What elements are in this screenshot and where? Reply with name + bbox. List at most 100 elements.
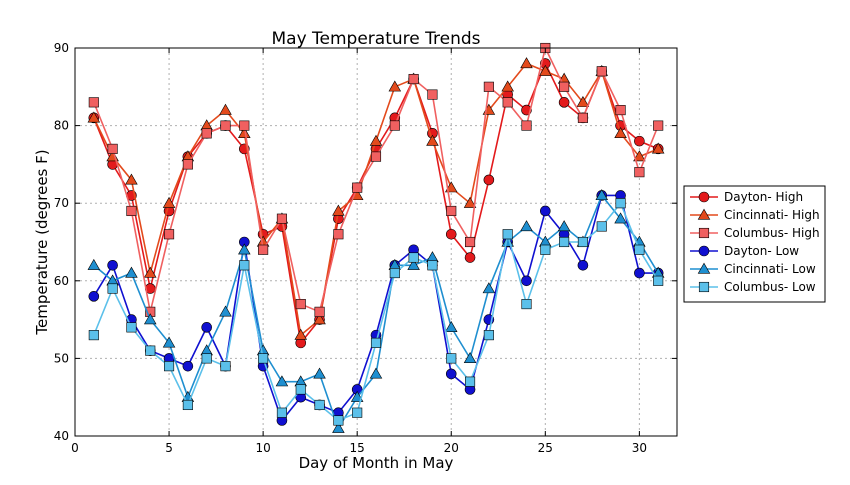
legend-marker-cincinnati-low [697,262,711,274]
legend-item-dayton-low: Dayton- Low [690,244,799,258]
data-point-cincinnati-low [595,189,609,201]
data-point-columbus-high [201,128,212,139]
data-point-dayton-low [540,205,551,217]
axis-ticks: 0 5 10 15 20 25 30 40 50 60 70 80 90 [54,41,677,455]
data-point-cincinnati-low [444,321,458,332]
data-point-columbus-low [370,337,382,348]
data-point-columbus-low [465,376,476,387]
data-point-columbus-low [408,252,419,263]
data-point-cincinnati-low [614,212,627,224]
data-point-columbus-low [333,415,344,426]
data-point-columbus-high [653,120,664,131]
data-point-columbus-high [295,299,306,310]
data-point-columbus-low [145,345,156,356]
y-axis-title: Temperature (degrees F) [33,149,51,335]
data-point-dayton-low [107,259,118,271]
data-point-cincinnati-high [539,64,552,76]
data-point-columbus-low [615,198,626,209]
data-point-columbus-high [314,306,325,317]
data-point-columbus-low [314,399,325,411]
legend-marker-columbus-high [698,227,710,239]
y-tick-label: 70 [54,196,69,210]
data-point-columbus-high [559,81,570,92]
data-point-cincinnati-low [332,421,345,433]
data-point-columbus-low [276,407,287,418]
data-point-columbus-high [389,120,400,131]
data-point-columbus-low [446,353,457,364]
legend-marker-dayton-high [698,191,710,203]
data-point-cincinnati-high [219,103,232,115]
data-point-columbus-low [295,384,306,395]
data-point-columbus-low [540,244,551,255]
data-point-columbus-low [521,299,532,310]
legend-label-dayton-low: Dayton- Low [724,244,799,258]
x-tick-label: 25 [538,441,553,455]
data-point-dayton-low [521,275,532,287]
data-point-cincinnati-low [125,266,138,278]
data-point-columbus-low [559,236,570,248]
data-point-cincinnati-high [332,204,345,216]
data-point-columbus-high [333,229,344,240]
data-point-cincinnati-high [143,266,157,278]
data-point-columbus-low [239,260,250,271]
data-point-cincinnati-low [219,305,232,317]
data-point-columbus-low [164,361,175,372]
data-point-cincinnati-high [369,134,383,146]
data-point-columbus-high [88,97,99,108]
data-point-columbus-low [634,244,645,255]
data-point-columbus-low [596,221,607,232]
data-point-columbus-high [370,151,382,162]
data-point-dayton-high [483,174,495,186]
data-point-columbus-low [182,399,193,411]
data-point-columbus-low [107,283,118,294]
data-point-columbus-low [653,275,664,286]
data-point-cincinnati-low [238,243,251,255]
legend-label-cincinnati-high: Cincinnati- High [724,208,820,222]
data-point-columbus-high [483,81,494,92]
data-point-columbus-high [596,66,607,77]
data-point-columbus-low [258,353,269,364]
data-point-columbus-low [483,330,494,341]
data-point-columbus-high [502,97,513,108]
legend-item-columbus-low: Columbus- Low [690,280,816,294]
chart-title: May Temperature Trends [271,29,480,49]
data-point-cincinnati-low [520,220,533,232]
data-point-cincinnati-low [143,313,157,325]
data-point-columbus-low [220,361,231,372]
data-point-columbus-low [577,236,588,248]
data-point-columbus-high [446,205,457,217]
series-line-cincinnati-low [93,193,659,431]
x-axis-title: Day of Month in May [299,454,454,472]
data-point-cincinnati-high [501,80,514,92]
series-line-columbus-low [93,201,659,422]
series-columbus-high [88,42,664,317]
legend-label-columbus-low: Columbus- Low [724,280,816,294]
series-layer [87,42,665,433]
data-point-dayton-high [558,97,570,108]
data-point-dayton-low [634,267,645,279]
data-point-columbus-low [389,267,400,279]
data-point-columbus-high [182,159,193,170]
data-point-columbus-low [352,407,363,418]
data-point-columbus-low [88,330,99,341]
data-point-cincinnati-high [313,313,326,325]
x-tick-label: 20 [444,441,459,455]
data-point-cincinnati-high [426,134,439,146]
data-point-cincinnati-high [520,57,533,69]
data-point-columbus-high [521,120,532,131]
data-point-cincinnati-high [651,142,665,154]
legend-marker-dayton-low [698,245,710,257]
legend-label-cincinnati-low: Cincinnati- Low [724,262,816,276]
data-point-cincinnati-low [407,258,420,270]
data-point-columbus-low [427,260,438,271]
data-point-columbus-high [615,105,626,116]
legend: Dayton- High Cincinnati- High Columbus- Hi… [683,185,826,303]
data-point-dayton-high [634,135,645,147]
data-point-columbus-high [164,229,175,240]
data-point-dayton-low [88,291,100,302]
data-point-cincinnati-high [388,80,402,92]
data-point-dayton-low [445,368,457,380]
data-point-columbus-high [239,120,250,131]
legend-marker-cincinnati-high [697,208,711,220]
